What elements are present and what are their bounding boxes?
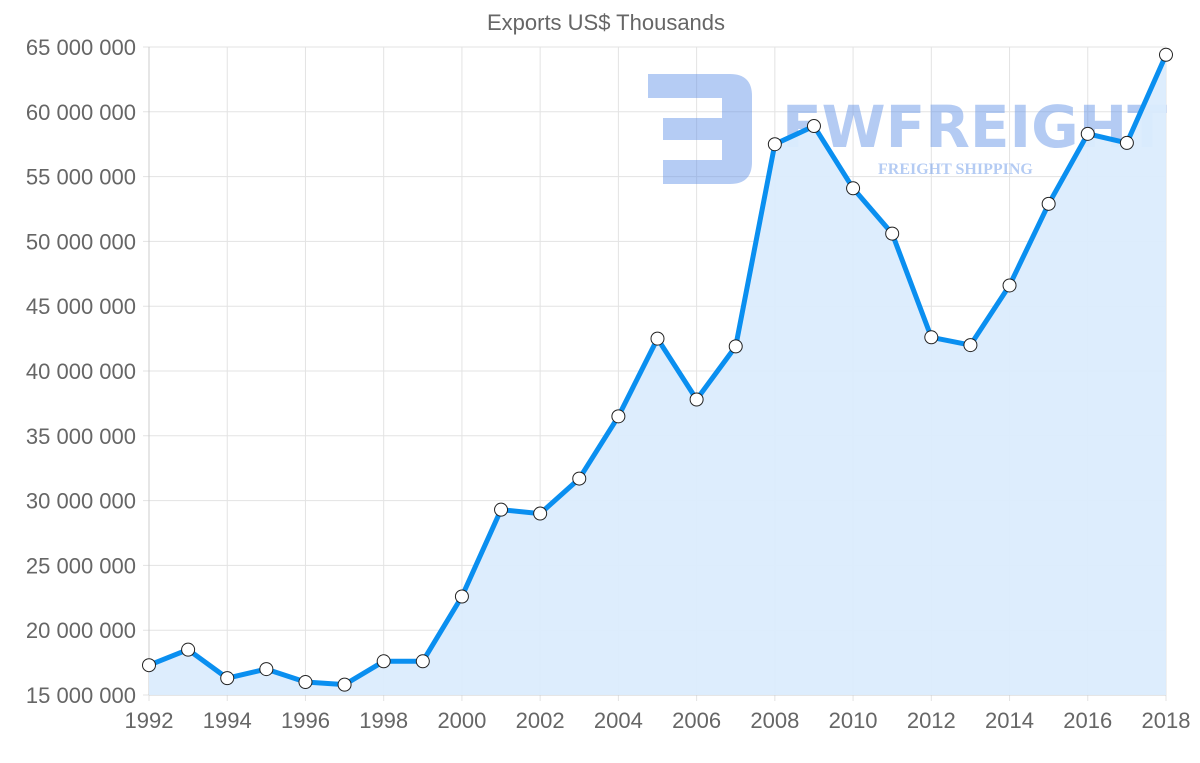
y-tick-label: 60 000 000 [26,100,136,125]
x-tick-label: 1998 [359,708,408,733]
y-tick-label: 20 000 000 [26,618,136,643]
x-tick-label: 2016 [1063,708,1112,733]
data-point-2010[interactable] [846,181,861,196]
data-point-2005[interactable] [650,331,665,346]
data-point-2003[interactable] [572,471,587,486]
data-point-1999[interactable] [415,654,430,669]
series-area [149,54,1166,696]
x-tick-label: 2008 [750,708,799,733]
data-point-1997[interactable] [337,677,352,692]
watermark-tagline: FREIGHT SHIPPING [878,161,1033,178]
x-tick-label: 1996 [281,708,330,733]
data-point-2018[interactable] [1159,47,1173,62]
data-point-1994[interactable] [220,671,235,686]
x-tick-label: 1992 [125,708,174,733]
data-point-2016[interactable] [1080,126,1095,141]
x-tick-label: 2002 [516,708,565,733]
y-tick-label: 25 000 000 [26,553,136,578]
data-point-1998[interactable] [376,654,391,669]
data-point-2008[interactable] [767,137,782,152]
data-point-2004[interactable] [611,409,626,424]
x-tick-label: 2004 [594,708,643,733]
data-point-2017[interactable] [1119,135,1134,150]
x-tick-label: 1994 [203,708,252,733]
y-tick-label: 30 000 000 [26,489,136,514]
x-tick-label: 2010 [829,708,878,733]
data-point-1992[interactable] [142,658,156,673]
data-point-2001[interactable] [494,502,509,517]
y-tick-label: 15 000 000 [26,683,136,708]
data-point-2011[interactable] [885,226,900,241]
data-point-2014[interactable] [1002,278,1017,293]
x-tick-label: 2012 [907,708,956,733]
data-point-2006[interactable] [689,392,704,407]
data-point-2007[interactable] [728,339,743,354]
data-point-2015[interactable] [1041,196,1056,211]
data-point-2012[interactable] [924,330,939,345]
data-point-1996[interactable] [298,675,313,690]
x-tick-label: 2006 [672,708,721,733]
data-point-1995[interactable] [259,662,274,677]
x-tick-label: 2014 [985,708,1034,733]
y-tick-label: 45 000 000 [26,294,136,319]
y-tick-label: 40 000 000 [26,359,136,384]
data-point-2009[interactable] [806,119,821,134]
data-point-2002[interactable] [533,506,548,521]
data-point-1993[interactable] [181,642,196,657]
x-tick-label: 2018 [1142,708,1191,733]
data-point-2013[interactable] [963,338,978,353]
y-tick-label: 50 000 000 [26,229,136,254]
y-tick-label: 35 000 000 [26,424,136,449]
x-tick-label: 2000 [437,708,486,733]
y-tick-label: 65 000 000 [26,35,136,60]
chart-title: Exports US$ Thousands [487,10,725,35]
data-point-2000[interactable] [454,589,469,604]
y-tick-label: 55 000 000 [26,165,136,190]
